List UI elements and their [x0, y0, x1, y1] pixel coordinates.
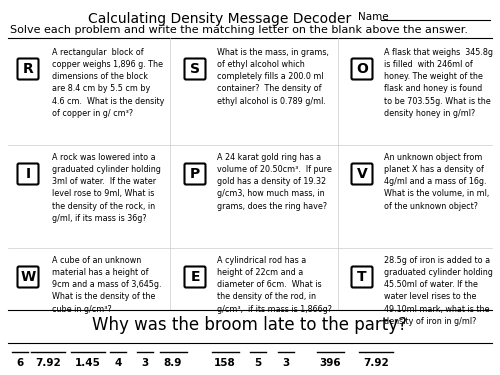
Text: 5: 5	[254, 358, 262, 368]
FancyBboxPatch shape	[18, 267, 38, 288]
Text: I: I	[26, 167, 30, 181]
Text: V: V	[356, 167, 368, 181]
Text: R: R	[22, 62, 34, 76]
Text: 1.45: 1.45	[75, 358, 101, 368]
Text: Solve each problem and write the matching letter on the blank above the answer.: Solve each problem and write the matchin…	[10, 25, 468, 35]
Text: O: O	[356, 62, 368, 76]
Text: 7.92: 7.92	[363, 358, 389, 368]
FancyBboxPatch shape	[352, 267, 372, 288]
Text: 7.92: 7.92	[35, 358, 61, 368]
Text: E: E	[190, 270, 200, 284]
Text: Why was the broom late to the party?: Why was the broom late to the party?	[92, 316, 407, 334]
Text: Name: Name	[358, 12, 388, 22]
FancyBboxPatch shape	[18, 164, 38, 184]
Text: 8.9: 8.9	[164, 358, 182, 368]
Text: A cube of an unknown
material has a height of
9cm and a mass of 3,645g.
What is : A cube of an unknown material has a heig…	[52, 256, 162, 313]
Text: 3: 3	[142, 358, 148, 368]
Text: 28.5g of iron is added to a
graduated cylinder holding
45.50ml of water. If the
: 28.5g of iron is added to a graduated cy…	[384, 256, 493, 326]
Text: T: T	[357, 270, 367, 284]
FancyBboxPatch shape	[352, 164, 372, 184]
Text: A cylindrical rod has a
height of 22cm and a
diameter of 6cm.  What is
the densi: A cylindrical rod has a height of 22cm a…	[217, 256, 332, 313]
Text: A rock was lowered into a
graduated cylinder holding
3ml of water.  If the water: A rock was lowered into a graduated cyli…	[52, 153, 161, 223]
Text: 4: 4	[114, 358, 121, 368]
Text: Calculating Density Message Decoder: Calculating Density Message Decoder	[88, 12, 352, 26]
Text: P: P	[190, 167, 200, 181]
Text: A rectangular  block of
copper weighs 1,896 g. The
dimensions of the block
are 8: A rectangular block of copper weighs 1,8…	[52, 48, 164, 118]
Text: A 24 karat gold ring has a
volume of 20.50cm³.  If pure
gold has a density of 19: A 24 karat gold ring has a volume of 20.…	[217, 153, 332, 211]
Text: 6: 6	[16, 358, 24, 368]
FancyBboxPatch shape	[184, 58, 206, 80]
FancyBboxPatch shape	[18, 58, 38, 80]
Text: 396: 396	[319, 358, 341, 368]
Text: 3: 3	[282, 358, 290, 368]
Text: A flask that weighs  345.8g
is filled  with 246ml of
honey. The weight of the
fl: A flask that weighs 345.8g is filled wit…	[384, 48, 493, 118]
Text: S: S	[190, 62, 200, 76]
Text: What is the mass, in grams,
of ethyl alcohol which
completely fills a 200.0 ml
c: What is the mass, in grams, of ethyl alc…	[217, 48, 329, 106]
FancyBboxPatch shape	[352, 58, 372, 80]
FancyBboxPatch shape	[184, 164, 206, 184]
FancyBboxPatch shape	[184, 267, 206, 288]
Text: 158: 158	[214, 358, 236, 368]
Text: W: W	[20, 270, 36, 284]
Text: An unknown object from
planet X has a density of
4g/ml and a mass of 16g.
What i: An unknown object from planet X has a de…	[384, 153, 489, 211]
